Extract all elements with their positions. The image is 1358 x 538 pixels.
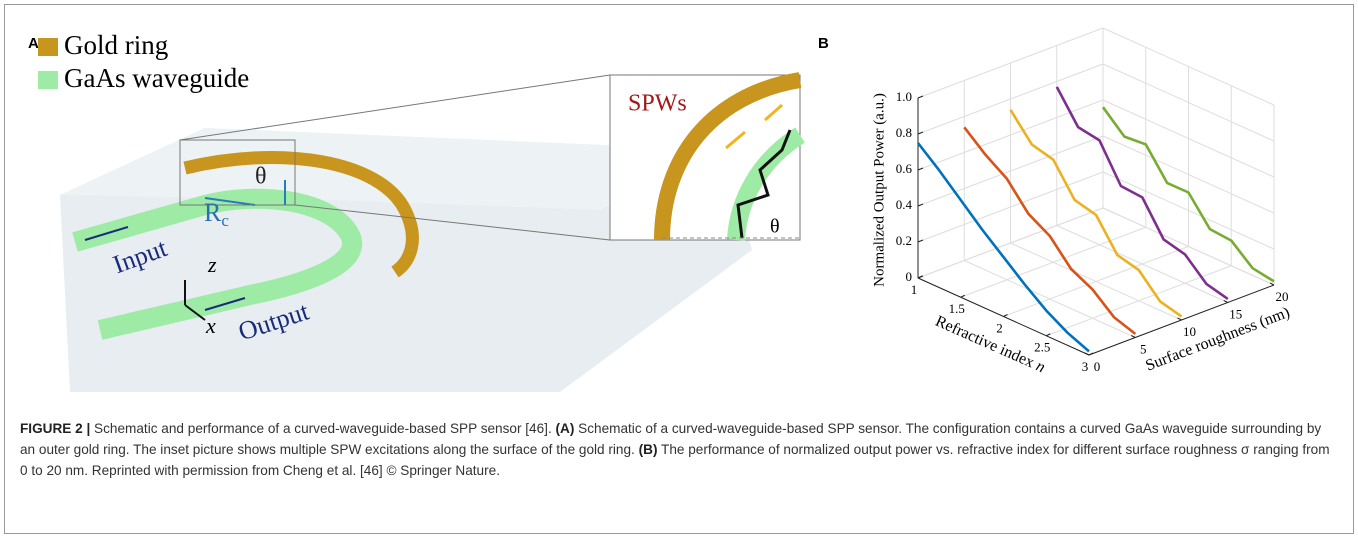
tick-mark bbox=[1084, 352, 1090, 356]
x-tick-label: 2 bbox=[996, 320, 1003, 335]
radius-main: R bbox=[204, 198, 222, 227]
inset-angle: θ bbox=[770, 216, 780, 238]
grid-line bbox=[1102, 207, 1275, 286]
arrow bbox=[84, 226, 129, 241]
plot-3d: 00.20.40.60.81.011.522.53 05101520Normali… bbox=[871, 27, 1292, 376]
caption-text: Schematic of a curved-waveguide-based SP… bbox=[20, 421, 1322, 457]
caption-text: Schematic and performance of a curved-wa… bbox=[90, 421, 556, 436]
tick-mark bbox=[917, 275, 923, 279]
tick-mark bbox=[1003, 314, 1008, 317]
caption-text: The performance of normalized output pow… bbox=[20, 442, 1330, 478]
x-axis-title-text: Refractive index bbox=[933, 312, 1037, 371]
legend-swatch bbox=[38, 38, 58, 56]
tick-mark bbox=[917, 167, 924, 171]
zoom-line bbox=[179, 74, 611, 141]
series-line bbox=[916, 142, 1090, 353]
z-axis-title: Normalized Output Power (a.u.) bbox=[871, 93, 887, 287]
y-tick-label: 0 bbox=[1094, 359, 1101, 374]
zoom-line bbox=[294, 204, 611, 241]
z-tick-label: 0.4 bbox=[896, 197, 913, 212]
x-tick-label: 1.5 bbox=[949, 301, 965, 316]
tick-mark bbox=[1269, 282, 1275, 286]
substrate-top bbox=[60, 128, 720, 210]
inset-gold bbox=[654, 72, 802, 241]
inset-arrows bbox=[725, 103, 783, 150]
series-line bbox=[1009, 109, 1183, 318]
x-tick-label: 1 bbox=[911, 282, 918, 297]
zoom-box bbox=[179, 139, 296, 206]
x-tick-label: 3 bbox=[1082, 359, 1089, 374]
series-line bbox=[1101, 106, 1275, 283]
axis-label: x bbox=[205, 313, 216, 338]
y-tick-label: 20 bbox=[1276, 289, 1289, 304]
y-tick-label: 10 bbox=[1183, 324, 1196, 339]
inset-waveguide bbox=[727, 127, 805, 241]
z-tick-label: 0 bbox=[906, 269, 913, 284]
inset-ray bbox=[736, 129, 792, 239]
z-tick-label: 0.2 bbox=[896, 233, 912, 248]
axis-arrow bbox=[184, 304, 206, 321]
inset-label: SPWs bbox=[628, 91, 687, 117]
tick-mark bbox=[917, 239, 924, 243]
caption-label: (A) bbox=[555, 421, 575, 436]
tick-mark bbox=[1088, 352, 1094, 356]
gold-ring bbox=[183, 150, 419, 278]
tick-mark bbox=[917, 95, 924, 99]
legend-swatch bbox=[38, 71, 58, 89]
x-tick-label: 2.5 bbox=[1034, 340, 1050, 355]
radius-label: Rc bbox=[204, 198, 229, 230]
radius-line bbox=[204, 180, 286, 206]
y-axis-title: Surface roughness (nm) bbox=[1143, 304, 1292, 375]
legend-label: Gold ring bbox=[64, 30, 168, 60]
axis-label: z bbox=[207, 252, 217, 277]
panel-label: A bbox=[28, 35, 39, 52]
z-tick-label: 0.8 bbox=[896, 125, 912, 140]
x-axis-title: Refractive index n bbox=[933, 312, 1048, 376]
y-tick-label: 5 bbox=[1140, 341, 1147, 356]
radius-sub: c bbox=[221, 211, 229, 230]
panel-label: B bbox=[818, 35, 829, 52]
caption-label: (B) bbox=[638, 442, 658, 457]
z-tick-label: 0.6 bbox=[896, 161, 913, 176]
caption-label: FIGURE 2 | bbox=[20, 421, 91, 436]
tick-mark bbox=[960, 294, 965, 298]
x-axis-title-var: n bbox=[1034, 357, 1048, 376]
tick-mark bbox=[917, 131, 924, 135]
grid-line bbox=[1056, 225, 1228, 303]
tick-mark bbox=[1223, 300, 1228, 303]
y-tick-label: 15 bbox=[1229, 306, 1242, 321]
grid-line bbox=[964, 260, 1136, 338]
caption: FIGURE 2 | Schematic and performance of … bbox=[20, 418, 1338, 481]
tick-mark bbox=[917, 203, 924, 207]
figure-border bbox=[4, 4, 1354, 534]
grid-line bbox=[1010, 242, 1182, 321]
series-line bbox=[963, 126, 1137, 335]
tick-mark bbox=[1046, 333, 1051, 337]
arrow bbox=[204, 297, 246, 311]
tick-mark bbox=[1177, 317, 1182, 321]
waveguide bbox=[72, 188, 363, 340]
legend-label: GaAs waveguide bbox=[64, 63, 249, 93]
angle-label: θ bbox=[255, 164, 267, 190]
z-tick-label: 1.0 bbox=[896, 89, 912, 104]
series-line bbox=[1055, 86, 1229, 300]
tick-mark bbox=[1131, 335, 1136, 338]
